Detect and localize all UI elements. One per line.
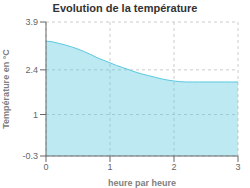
svg-text:2.4: 2.4 — [25, 65, 38, 75]
svg-text:1: 1 — [33, 110, 38, 120]
svg-text:3.9: 3.9 — [25, 17, 38, 27]
html-text:Evolution de la température: Evolution de la température — [52, 2, 198, 14]
svg-text:Température en °C: Température en °C — [8, 49, 11, 129]
svg-text:3: 3 — [235, 162, 240, 172]
svg-text:1: 1 — [107, 162, 112, 172]
svg-text:2: 2 — [171, 162, 176, 172]
svg-text:heure par heure: heure par heure — [108, 178, 176, 188]
svg-text:-0.3: -0.3 — [22, 151, 38, 161]
svg-text:0: 0 — [43, 162, 48, 172]
